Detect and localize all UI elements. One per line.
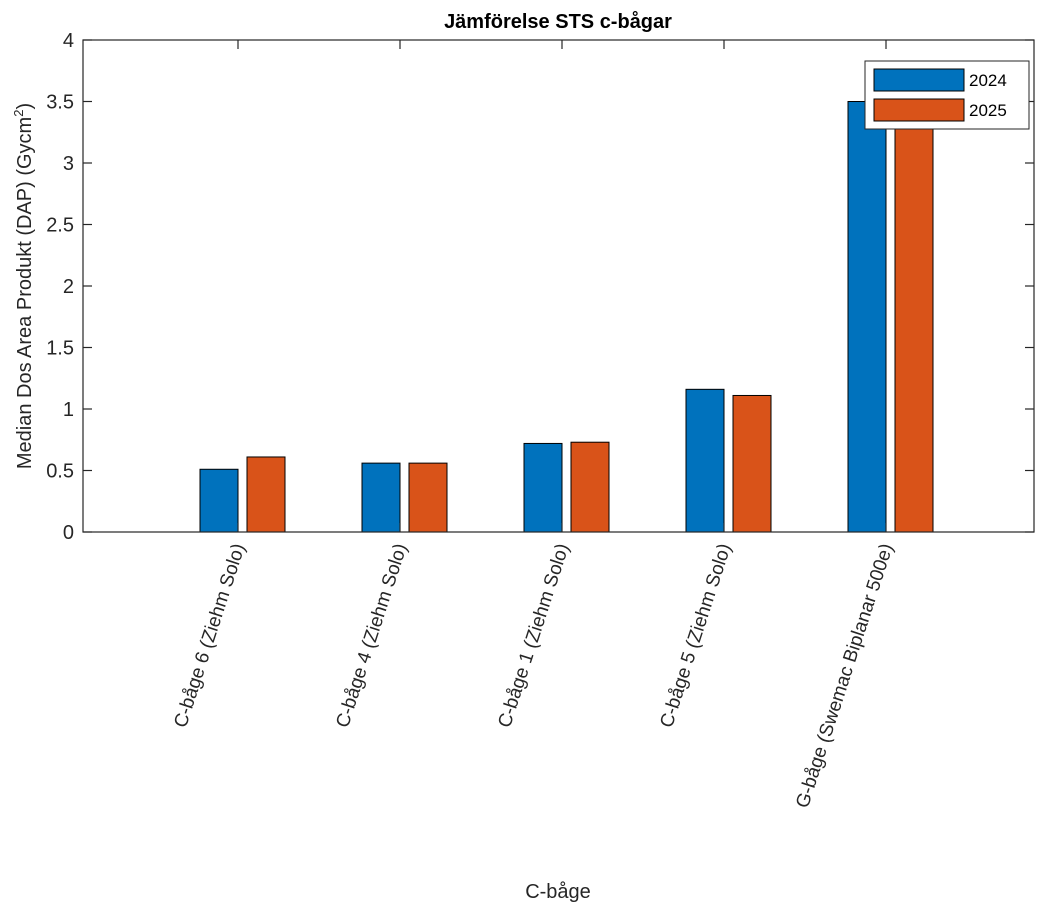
y-tick-label-4: 2 — [63, 276, 74, 298]
y-axis-title-end: ) — [14, 103, 36, 110]
y-tick-label-3: 1.5 — [46, 338, 74, 360]
bar-2025-2 — [408, 462, 448, 533]
y-axis-title-sup: 2 — [11, 110, 26, 117]
bar-2024-4 — [685, 388, 725, 533]
legend-label-2025: 2025 — [969, 101, 1007, 120]
y-tick-label-0: 0 — [63, 522, 74, 544]
bar-2025-3 — [570, 441, 610, 533]
legend-label-2024: 2024 — [969, 71, 1007, 90]
y-tick-labels: 0 0.5 1 1.5 2 2.5 3 3.5 4 — [46, 30, 74, 544]
legend-swatch-2024 — [873, 68, 965, 92]
y-axis-title-main: Median Dos Area Produkt (DAP) (Gycm — [14, 117, 36, 469]
bar-2025-5 — [894, 108, 934, 533]
y-tick-label-5: 2.5 — [46, 215, 74, 237]
bar-2024-5 — [847, 101, 887, 533]
bars-layer — [199, 101, 934, 533]
legend-swatch-2025 — [873, 98, 965, 122]
bar-2024-2 — [361, 462, 401, 533]
chart-title: Jämförelse STS c-bågar — [444, 10, 672, 33]
y-axis-title: Median Dos Area Produkt (DAP) (Gycm2) — [11, 103, 36, 469]
y-tick-label-7: 3.5 — [46, 92, 74, 114]
y-tick-label-6: 3 — [63, 153, 74, 175]
bar-2025-1 — [246, 456, 286, 533]
bar-2024-3 — [523, 442, 563, 533]
bar-2024-1 — [199, 468, 239, 533]
y-tick-label-2: 1 — [63, 399, 74, 421]
y-tick-label-1: 0.5 — [46, 461, 74, 483]
legend: 2024 2025 — [864, 60, 1030, 130]
bar-2025-4 — [732, 394, 772, 533]
ticks-layer — [83, 39, 1034, 533]
x-axis-title: C-båge — [525, 881, 591, 903]
y-tick-label-8: 4 — [63, 30, 74, 52]
